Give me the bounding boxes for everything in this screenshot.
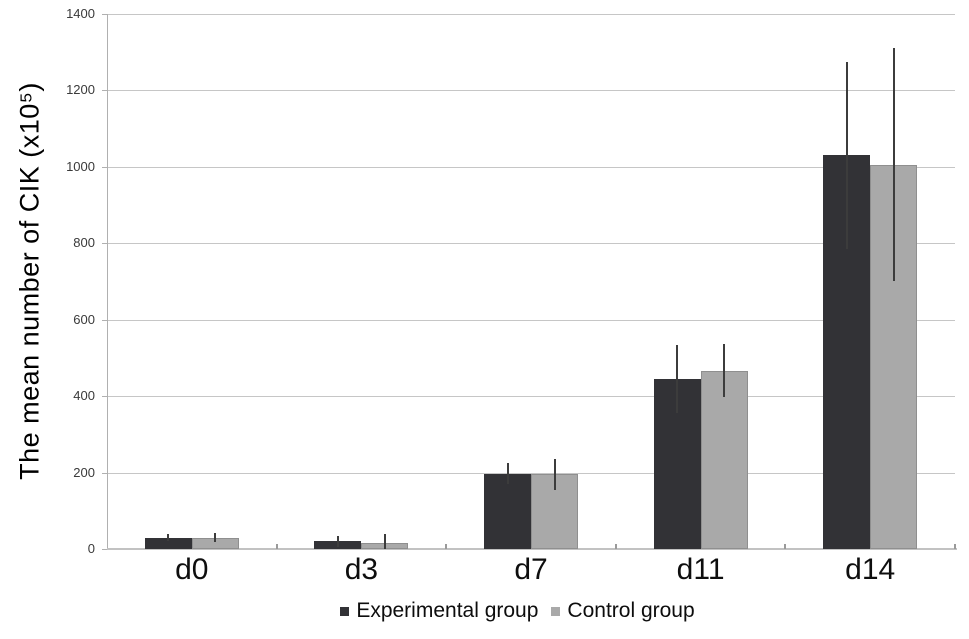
- error-bar: [383, 533, 386, 549]
- gridline: [107, 14, 955, 15]
- bar-experimental-d7: [484, 473, 531, 549]
- legend-label: Experimental group: [356, 599, 539, 622]
- y-tick-label: 800: [73, 235, 95, 251]
- x-axis-tick: [445, 544, 448, 549]
- legend-marker-icon: [551, 606, 561, 616]
- gridline: [107, 472, 955, 474]
- x-axis-tick: [614, 544, 617, 549]
- y-tick-label: 200: [73, 464, 95, 480]
- y-axis-title: The mean number of CIK (x10⁵): [14, 82, 45, 480]
- x-axis-tick: [954, 544, 956, 549]
- x-axis-tick: [275, 544, 278, 549]
- bar-control-d11: [700, 370, 748, 549]
- y-axis-tick: [102, 166, 107, 168]
- x-category-label: d0: [175, 553, 209, 586]
- legend-marker-icon: [340, 606, 350, 616]
- bar-experimental-d0: [144, 537, 192, 549]
- legend-item: Experimental group: [340, 599, 538, 623]
- y-axis-tick: [102, 319, 107, 321]
- x-axis-line: [107, 548, 957, 550]
- y-axis-tick: [102, 14, 107, 15]
- x-category-label: d14: [845, 553, 896, 586]
- gridline: [107, 319, 955, 321]
- gridline: [107, 90, 955, 92]
- x-category-label: d7: [514, 553, 548, 586]
- x-category-label: d11: [676, 553, 725, 586]
- error-bar: [845, 61, 848, 250]
- y-tick-label: 0: [87, 541, 95, 556]
- x-axis-tick: [784, 544, 787, 549]
- y-tick-label: 600: [73, 311, 95, 327]
- error-bar: [892, 48, 895, 282]
- error-bar: [723, 343, 726, 398]
- y-tick-label: 1400: [66, 6, 95, 21]
- y-tick-label: 1200: [66, 82, 95, 98]
- legend-label: Control group: [567, 599, 695, 622]
- gridline: [107, 166, 955, 168]
- y-tick-label: 400: [73, 388, 95, 404]
- gridline: [107, 396, 955, 398]
- y-axis-tick: [102, 90, 107, 92]
- error-bar: [214, 532, 217, 543]
- y-axis-tick: [102, 243, 107, 245]
- y-tick-label: 1000: [66, 158, 95, 174]
- error-bar: [553, 459, 556, 490]
- x-category-label: d3: [344, 553, 379, 586]
- legend: Experimental group Control group: [0, 599, 969, 623]
- error-bar: [506, 463, 509, 485]
- y-axis-tick: [102, 472, 107, 474]
- y-axis-tick: [102, 396, 107, 398]
- error-bar: [676, 344, 679, 414]
- legend-item: Control group: [551, 599, 695, 623]
- gridline: [107, 243, 955, 245]
- error-bar: [336, 535, 339, 548]
- y-axis-tick: [102, 549, 107, 550]
- error-bar: [167, 533, 170, 542]
- y-axis-line: [107, 14, 108, 549]
